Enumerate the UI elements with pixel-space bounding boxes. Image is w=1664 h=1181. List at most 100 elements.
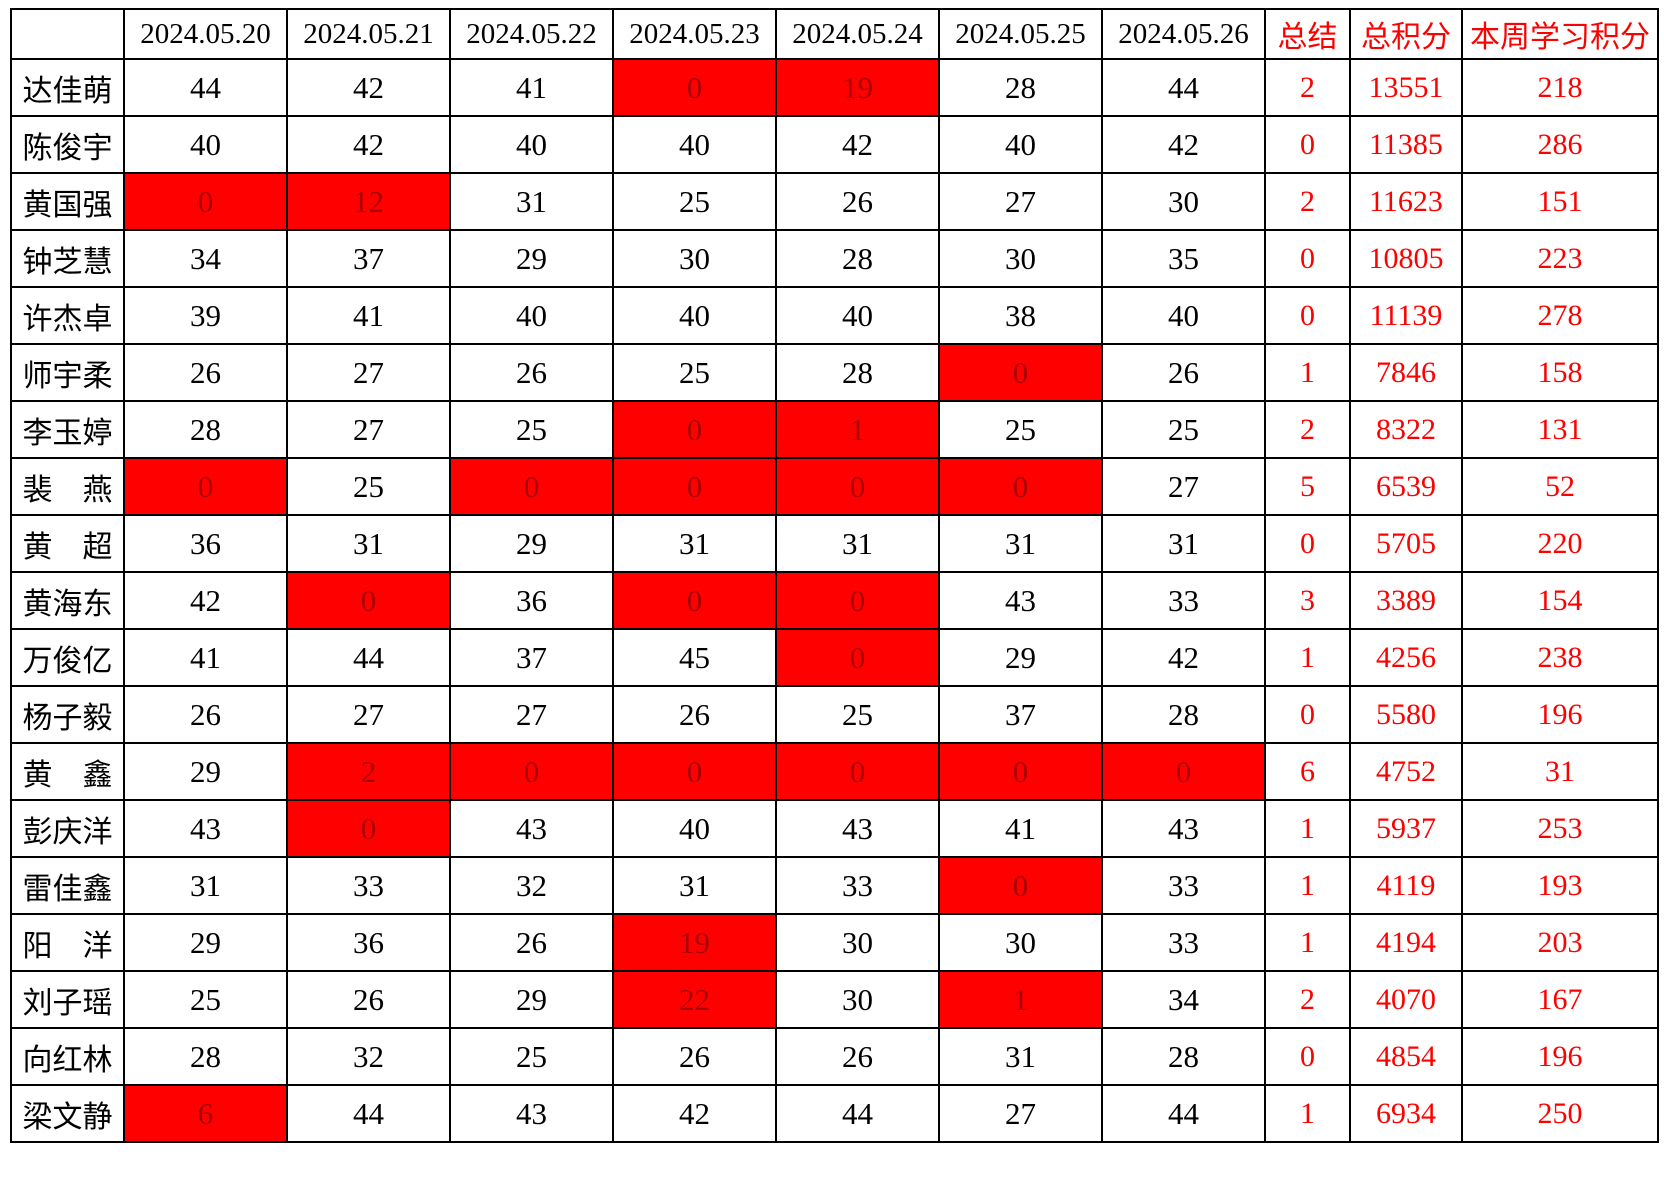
score-cell: 40: [449, 286, 614, 345]
score-cell: 37: [449, 628, 614, 687]
table-row: 彭庆洋 43 0 43 40 43 41 43 1 5937 253: [10, 799, 1659, 858]
summary-cell: 0: [1264, 685, 1351, 744]
score-cell-highlighted: 0: [449, 742, 614, 801]
table-row: 杨子毅 26 27 27 26 25 37 28 0 5580 196: [10, 685, 1659, 744]
score-cell: 31: [612, 514, 777, 573]
student-name-cell: 万俊亿: [10, 628, 125, 687]
score-cell: 25: [286, 457, 451, 516]
score-cell: 31: [938, 514, 1103, 573]
score-cell: 33: [775, 856, 940, 915]
score-cell: 25: [449, 400, 614, 459]
score-cell-highlighted: 0: [775, 571, 940, 630]
student-name-cell: 彭庆洋: [10, 799, 125, 858]
score-cell-highlighted: 0: [775, 628, 940, 687]
table-row: 达佳萌 44 42 41 0 19 28 44 2 13551 218: [10, 58, 1659, 117]
date-header-cell: 2024.05.22: [449, 8, 614, 60]
score-cell: 31: [286, 514, 451, 573]
summary-cell: 3: [1264, 571, 1351, 630]
score-cell: 25: [123, 970, 288, 1029]
score-cell: 40: [449, 115, 614, 174]
score-cell-highlighted: 0: [775, 742, 940, 801]
week-points-cell: 218: [1461, 58, 1659, 117]
week-points-cell: 238: [1461, 628, 1659, 687]
score-cell: 30: [938, 913, 1103, 972]
score-cell: 40: [938, 115, 1103, 174]
student-name-cell: 杨子毅: [10, 685, 125, 744]
score-cell: 40: [612, 799, 777, 858]
student-name-cell: 李玉婷: [10, 400, 125, 459]
score-cell: 31: [123, 856, 288, 915]
score-cell: 44: [1101, 1084, 1266, 1143]
week-points-cell: 167: [1461, 970, 1659, 1029]
summary-cell: 2: [1264, 58, 1351, 117]
total-points-cell: 6934: [1349, 1084, 1463, 1143]
score-cell: 30: [938, 229, 1103, 288]
score-cell: 42: [612, 1084, 777, 1143]
student-name-cell: 向红林: [10, 1027, 125, 1086]
score-cell: 28: [1101, 685, 1266, 744]
table-row: 许杰卓 39 41 40 40 40 38 40 0 11139 278: [10, 286, 1659, 345]
student-name-cell: 师宇柔: [10, 343, 125, 402]
summary-cell: 0: [1264, 115, 1351, 174]
student-name-cell: 黄国强: [10, 172, 125, 231]
score-cell: 43: [775, 799, 940, 858]
score-cell: 27: [449, 685, 614, 744]
total-points-cell: 11623: [1349, 172, 1463, 231]
student-name-cell: 钟芝慧: [10, 229, 125, 288]
table-row: 黄 超 36 31 29 31 31 31 31 0 5705 220: [10, 514, 1659, 573]
week-points-cell: 131: [1461, 400, 1659, 459]
score-cell: 33: [1101, 571, 1266, 630]
score-cell: 26: [123, 685, 288, 744]
score-cell-highlighted: 19: [775, 58, 940, 117]
score-cell: 41: [449, 58, 614, 117]
score-cell: 31: [775, 514, 940, 573]
score-cell: 25: [449, 1027, 614, 1086]
score-cell: 28: [123, 400, 288, 459]
total-points-cell: 10805: [1349, 229, 1463, 288]
week-points-cell: 151: [1461, 172, 1659, 231]
score-cell: 30: [612, 229, 777, 288]
student-name-cell: 阳 洋: [10, 913, 125, 972]
table-body: 达佳萌 44 42 41 0 19 28 44 2 13551 218 陈俊宇 40 42 40 40 42 40…: [10, 58, 1659, 1143]
score-cell: 29: [449, 229, 614, 288]
score-cell: 26: [775, 1027, 940, 1086]
table-row: 陈俊宇 40 42 40 40 42 40 42 0 11385 286: [10, 115, 1659, 174]
score-cell: 29: [449, 970, 614, 1029]
score-cell: 43: [938, 571, 1103, 630]
table-row: 向红林 28 32 25 26 26 31 28 0 4854 196: [10, 1027, 1659, 1086]
score-cell: 25: [612, 172, 777, 231]
score-cell: 44: [286, 1084, 451, 1143]
total-header-cell: 总积分: [1349, 8, 1463, 60]
score-cell-highlighted: 1: [938, 970, 1103, 1029]
score-cell: 31: [449, 172, 614, 231]
score-cell: 43: [449, 1084, 614, 1143]
score-cell-highlighted: 0: [612, 58, 777, 117]
score-cell: 28: [775, 343, 940, 402]
table-row: 黄 鑫 29 2 0 0 0 0 0 6 4752 31: [10, 742, 1659, 801]
student-name-cell: 雷佳鑫: [10, 856, 125, 915]
total-points-cell: 8322: [1349, 400, 1463, 459]
score-cell: 28: [938, 58, 1103, 117]
score-cell: 30: [1101, 172, 1266, 231]
score-cell: 44: [1101, 58, 1266, 117]
week-points-cell: 223: [1461, 229, 1659, 288]
week-points-cell: 286: [1461, 115, 1659, 174]
score-cell: 29: [123, 913, 288, 972]
total-points-cell: 4752: [1349, 742, 1463, 801]
summary-cell: 0: [1264, 229, 1351, 288]
score-cell: 40: [123, 115, 288, 174]
score-cell: 40: [612, 115, 777, 174]
score-cell-highlighted: 22: [612, 970, 777, 1029]
week-points-cell: 196: [1461, 1027, 1659, 1086]
summary-cell: 2: [1264, 970, 1351, 1029]
score-cell: 43: [449, 799, 614, 858]
score-cell: 42: [123, 571, 288, 630]
score-cell: 39: [123, 286, 288, 345]
date-header-cell: 2024.05.26: [1101, 8, 1266, 60]
score-cell: 30: [775, 970, 940, 1029]
summary-cell: 6: [1264, 742, 1351, 801]
score-cell: 42: [1101, 115, 1266, 174]
student-name-cell: 黄 鑫: [10, 742, 125, 801]
score-cell: 41: [123, 628, 288, 687]
week-points-cell: 203: [1461, 913, 1659, 972]
